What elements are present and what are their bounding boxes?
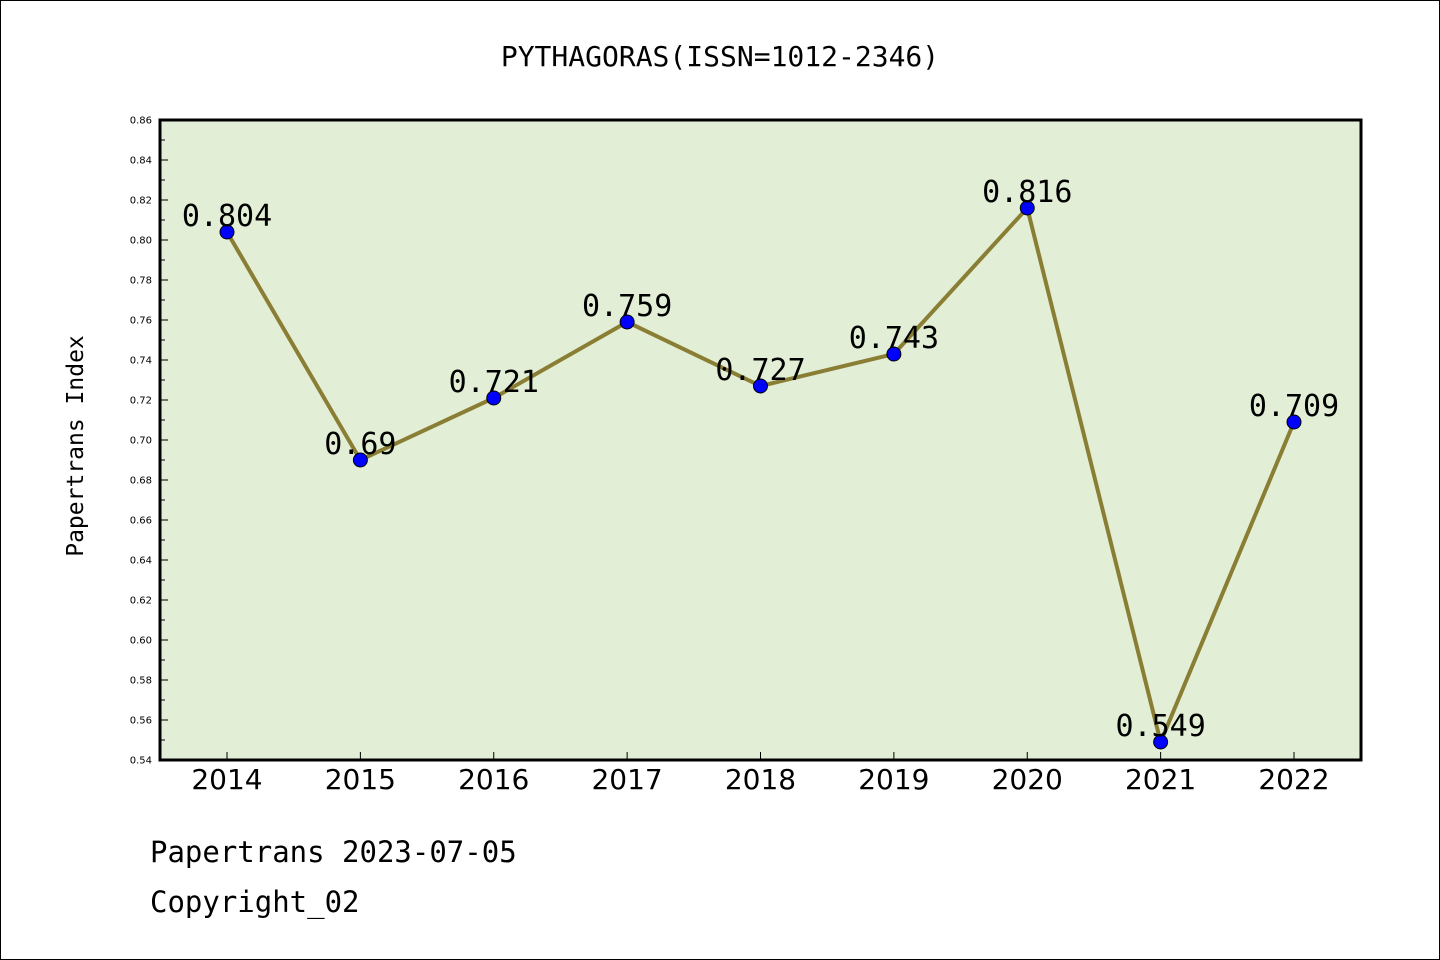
x-tick-label: 2019 — [858, 763, 929, 796]
data-label: 0.709 — [1249, 389, 1339, 424]
footer-copyright-line: Copyright_02 — [150, 885, 360, 919]
data-label: 0.549 — [1115, 709, 1205, 744]
footer-date-line: Papertrans 2023-07-05 — [150, 835, 517, 869]
data-point — [886, 346, 902, 362]
data-point — [219, 224, 235, 240]
x-tick-label: 2021 — [1125, 763, 1196, 796]
x-tick-label: 2017 — [591, 763, 662, 796]
data-label: 0.721 — [449, 365, 539, 400]
y-tick-label: 0.74 — [130, 356, 152, 367]
data-point — [352, 452, 368, 468]
y-tick-label: 0.66 — [130, 516, 152, 527]
data-point — [753, 378, 768, 394]
y-tick-label: 0.70 — [130, 436, 152, 447]
y-tick-label: 0.72 — [130, 396, 152, 407]
y-axis-label: Papertrans Index — [63, 335, 89, 557]
data-label: 0.69 — [324, 427, 396, 462]
data-point — [1019, 200, 1035, 216]
data-point — [1153, 734, 1169, 750]
y-tick-label: 0.64 — [130, 556, 152, 567]
plot-background — [160, 120, 1361, 760]
y-tick-label: 0.68 — [130, 476, 152, 487]
data-point — [619, 314, 635, 330]
data-label: 0.759 — [582, 289, 672, 324]
x-tick-label: 2022 — [1258, 763, 1329, 796]
y-tick-label: 0.58 — [130, 676, 152, 687]
data-label: 0.727 — [715, 353, 805, 388]
x-tick-label: 2015 — [325, 763, 396, 796]
y-tick-label: 0.84 — [130, 156, 152, 167]
y-tick-label: 0.82 — [130, 196, 152, 207]
plot-frame — [158, 118, 1363, 762]
data-point — [1286, 414, 1302, 430]
data-label: 0.743 — [849, 321, 939, 356]
y-tick-label: 0.86 — [130, 116, 152, 127]
y-tick-label: 0.62 — [130, 596, 152, 607]
y-tick-label: 0.60 — [130, 636, 152, 647]
y-tick-label: 0.76 — [130, 316, 152, 327]
y-tick-label: 0.54 — [130, 756, 152, 767]
x-tick-label: 2014 — [191, 763, 262, 796]
data-label: 0.816 — [982, 175, 1072, 210]
data-point — [486, 390, 502, 406]
plot-area: 0.54 0.56 0.58 0.60 0.62 0.64 0.66 0.68 0.70 0.72… — [130, 116, 1363, 796]
y-tick-label: 0.56 — [130, 716, 152, 727]
y-tick-label: 0.78 — [130, 276, 152, 287]
x-tick-label: 2018 — [725, 763, 796, 796]
y-tick-label: 0.80 — [130, 236, 152, 247]
x-tick-label: 2016 — [458, 763, 529, 796]
data-label: 0.804 — [182, 199, 272, 234]
x-tick-label: 2020 — [992, 763, 1063, 796]
chart-title: PYTHAGORAS(ISSN=1012-2346) — [501, 40, 939, 73]
